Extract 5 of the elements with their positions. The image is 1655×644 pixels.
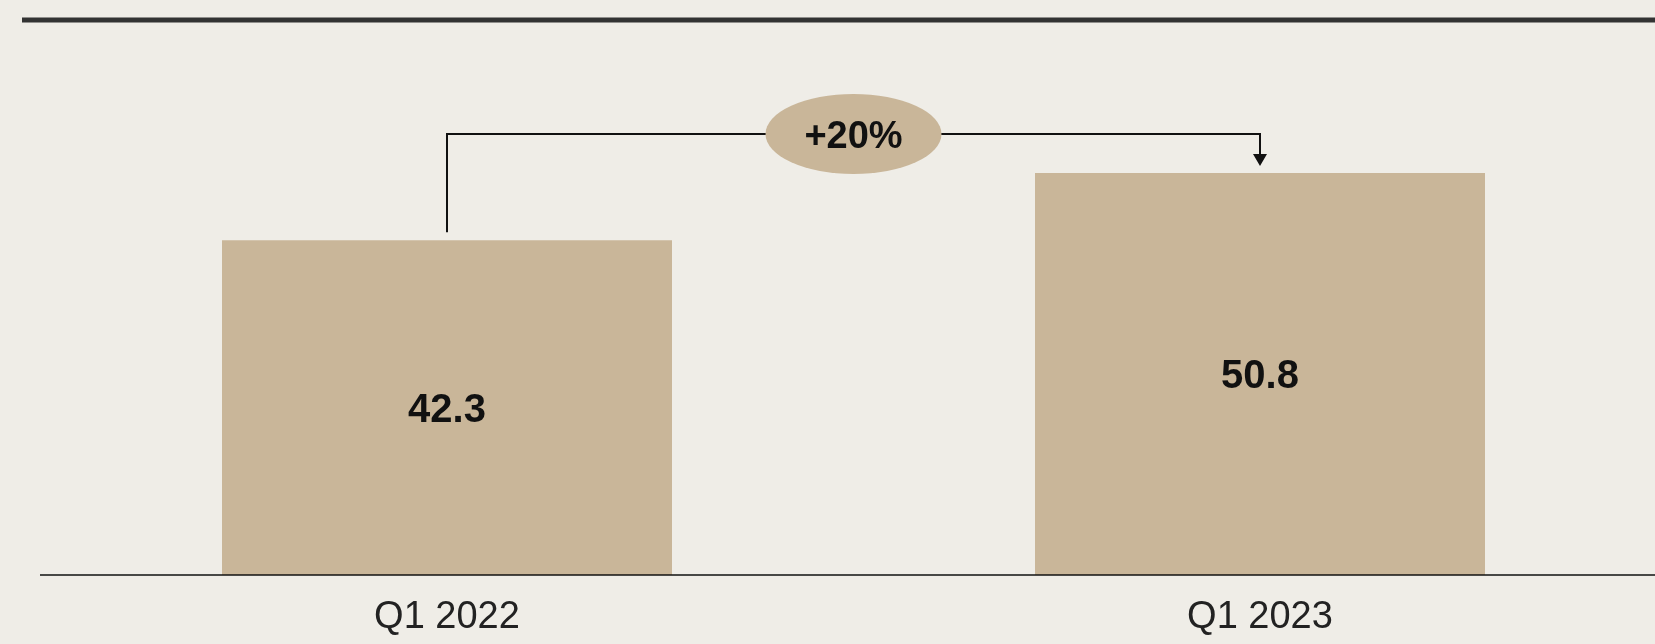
x-tick-label: Q1 2023 <box>1187 594 1333 636</box>
x-tick-label: Q1 2022 <box>374 594 520 636</box>
text: +20% <box>804 114 903 156</box>
data-label: 50.8 <box>1221 352 1299 396</box>
data-label: 42.3 <box>408 385 486 430</box>
